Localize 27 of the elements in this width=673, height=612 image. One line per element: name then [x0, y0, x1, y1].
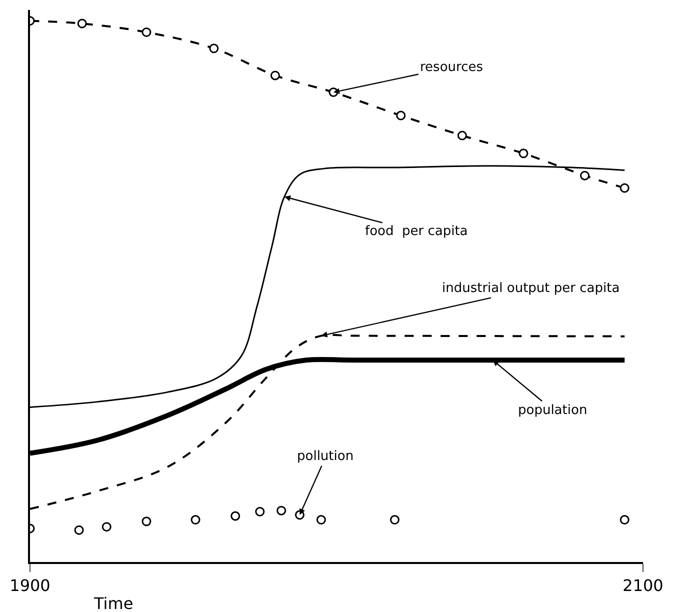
point [230, 511, 240, 521]
point [142, 516, 152, 526]
x-axis-title: Time [93, 594, 134, 612]
annotation: industrial output per capita [442, 281, 620, 296]
point [255, 506, 265, 516]
point [142, 27, 152, 37]
annotation: pollution [297, 449, 354, 464]
point [620, 183, 630, 193]
x-tick-label: 2100 [622, 576, 664, 595]
point [316, 515, 326, 525]
point [390, 515, 400, 525]
annotation: food per capita [365, 224, 468, 239]
point [276, 506, 286, 516]
annotation: resources [420, 60, 484, 75]
point [518, 148, 528, 158]
point [190, 515, 200, 525]
x-tick-label: 1900 [10, 576, 50, 595]
point [270, 70, 280, 80]
point [102, 522, 112, 532]
point [580, 170, 590, 180]
point [209, 44, 219, 54]
point [77, 18, 87, 28]
point [396, 110, 406, 120]
point [620, 515, 630, 525]
point [457, 130, 467, 140]
point [74, 525, 84, 535]
annotation: population [518, 403, 588, 418]
